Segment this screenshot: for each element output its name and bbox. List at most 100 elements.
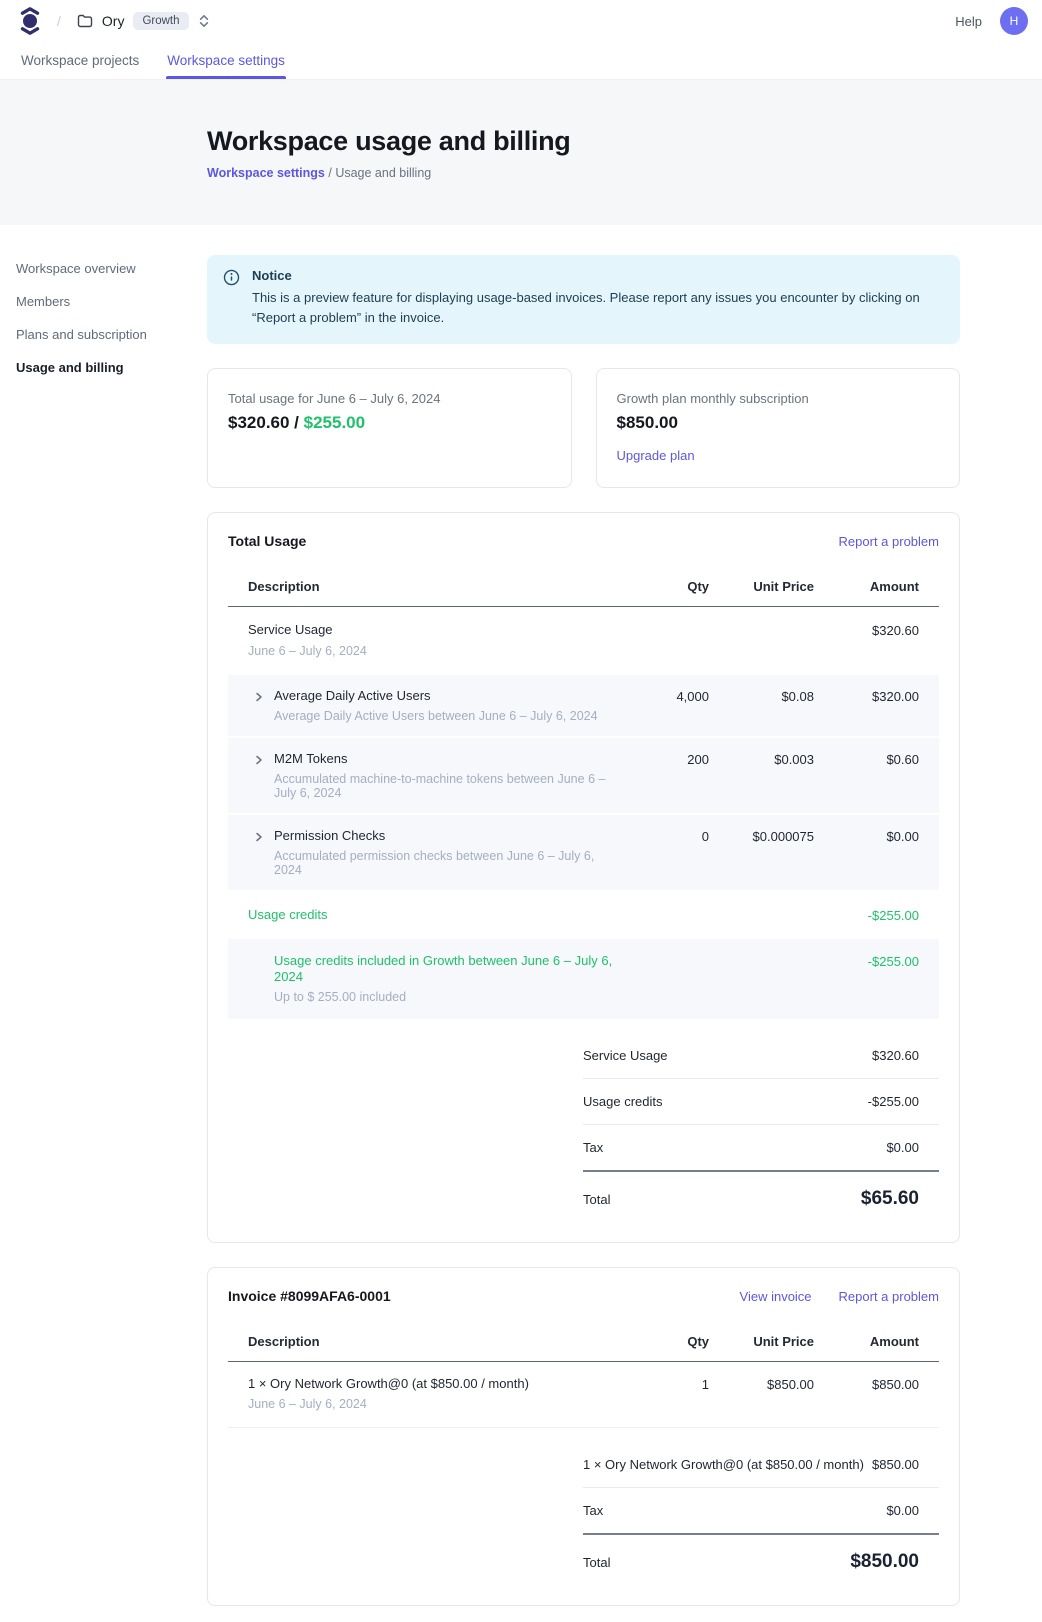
workspace-name: Ory xyxy=(101,13,125,29)
row-title: Service Usage xyxy=(248,622,333,638)
summary-row: Service Usage $320.60 xyxy=(583,1033,939,1080)
invoice-summary: 1 × Ory Network Growth@0 (at $850.00 / m… xyxy=(583,1442,939,1579)
row-title: Usage credits included in Growth between… xyxy=(274,952,613,984)
summary-row: Tax $0.00 xyxy=(583,1125,939,1173)
summary-value: $320.60 xyxy=(872,1048,919,1064)
tab-workspace-projects[interactable]: Workspace projects xyxy=(21,53,140,68)
row-unit-price: $850.00 xyxy=(767,1377,814,1393)
report-problem-link[interactable]: Report a problem xyxy=(838,533,939,549)
page-header: Workspace usage and billing Workspace se… xyxy=(0,80,1042,225)
summary-value: $850.00 xyxy=(872,1457,919,1473)
plan-badge: Growth xyxy=(133,12,189,30)
row-unit-price: $0.000075 xyxy=(752,829,814,845)
row-amount: -$255.00 xyxy=(867,953,919,969)
row-qty: 200 xyxy=(687,751,709,767)
row-qty: 0 xyxy=(701,829,709,845)
row-title: 1 × Ory Network Growth@0 (at $850.00 / m… xyxy=(248,1376,529,1392)
breadcrumb-link-workspace-settings[interactable]: Workspace settings xyxy=(207,166,325,180)
summary-total-value: $850.00 xyxy=(850,1551,919,1573)
plan-label: Growth plan monthly subscription xyxy=(616,391,809,407)
plan-card: Growth plan monthly subscription $850.00… xyxy=(595,368,960,489)
row-amount: $0.60 xyxy=(886,751,919,767)
help-link[interactable]: Help xyxy=(955,13,982,29)
row-qty xyxy=(614,622,709,623)
col-qty: Qty xyxy=(687,1334,709,1350)
summary-value: $0.00 xyxy=(886,1140,919,1156)
chevron-right-icon[interactable] xyxy=(254,754,264,800)
row-subtitle: Average Daily Active Users between June … xyxy=(274,708,598,723)
info-icon xyxy=(223,269,240,328)
breadcrumb-separator: / xyxy=(57,13,61,29)
row-qty xyxy=(614,953,709,954)
sidebar-item-members[interactable]: Members xyxy=(16,294,71,309)
table-row: Average Daily Active Users Average Daily… xyxy=(228,674,939,738)
row-unit-price: $0.08 xyxy=(781,688,814,704)
row-amount: $320.00 xyxy=(872,688,919,704)
avatar[interactable]: H xyxy=(1000,7,1028,35)
row-subtitle: Accumulated machine-to-machine tokens be… xyxy=(274,772,606,801)
col-qty: Qty xyxy=(687,579,709,595)
view-invoice-link[interactable]: View invoice xyxy=(739,1288,812,1304)
sidebar-item-usage-and-billing[interactable]: Usage and billing xyxy=(16,360,124,375)
summary-cards: Total usage for June 6 – July 6, 2024 $3… xyxy=(207,368,960,489)
row-amount: $0.00 xyxy=(886,829,919,845)
total-usage-panel: Total Usage Report a problem Description… xyxy=(207,512,960,1244)
row-unit-price xyxy=(709,953,814,954)
row-qty xyxy=(614,907,709,908)
main-panel: Notice This is a preview feature for dis… xyxy=(207,255,960,1622)
summary-total-value: $65.60 xyxy=(860,1188,919,1210)
chevron-right-icon[interactable] xyxy=(254,691,264,723)
workspace-switcher-icon xyxy=(198,13,210,29)
summary-label: 1 × Ory Network Growth@0 (at $850.00 / m… xyxy=(583,1457,864,1473)
content: Workspace overview Members Plans and sub… xyxy=(0,225,1042,1622)
col-amount: Amount xyxy=(869,579,919,595)
total-usage-panel-head: Total Usage Report a problem xyxy=(228,533,939,549)
table-row: Permission Checks Accumulated permission… xyxy=(228,815,939,893)
breadcrumb: Workspace settings / Usage and billing xyxy=(207,166,1042,180)
folder-icon xyxy=(77,14,93,28)
tab-workspace-settings[interactable]: Workspace settings xyxy=(166,42,286,79)
table-row: Usage credits -$255.00 xyxy=(228,892,939,938)
row-amount: -$255.00 xyxy=(867,908,919,924)
row-unit-price xyxy=(709,622,814,623)
summary-value: -$255.00 xyxy=(867,1094,919,1110)
invoice-panel: Invoice #8099AFA6-0001 View invoice Repo… xyxy=(207,1267,960,1607)
row-subtitle: June 6 – July 6, 2024 xyxy=(248,1397,367,1412)
sidebar-item-workspace-overview[interactable]: Workspace overview xyxy=(16,261,136,276)
summary-row: 1 × Ory Network Growth@0 (at $850.00 / m… xyxy=(583,1442,939,1489)
table-row: 1 × Ory Network Growth@0 (at $850.00 / m… xyxy=(228,1362,939,1429)
usage-table-header: Description Qty Unit Price Amount xyxy=(228,571,939,608)
col-description: Description xyxy=(248,579,320,595)
col-unit-price: Unit Price xyxy=(753,579,814,595)
page-title: Workspace usage and billing xyxy=(207,126,571,156)
total-usage-card: Total usage for June 6 – July 6, 2024 $3… xyxy=(207,368,572,489)
invoice-panel-head: Invoice #8099AFA6-0001 View invoice Repo… xyxy=(228,1288,939,1304)
row-title: Permission Checks xyxy=(274,828,386,844)
invoice-table: Description Qty Unit Price Amount 1 × Or… xyxy=(228,1326,939,1579)
row-subtitle: June 6 – July 6, 2024 xyxy=(248,643,367,658)
row-title: M2M Tokens xyxy=(274,750,348,766)
row-qty: 1 xyxy=(701,1377,709,1393)
row-amount: $850.00 xyxy=(872,1377,919,1393)
chevron-right-icon[interactable] xyxy=(254,831,264,877)
usage-current: $320.60 xyxy=(228,413,290,433)
table-row: M2M Tokens Accumulated machine-to-machin… xyxy=(228,737,939,816)
workspace-tabs: Workspace projects Workspace settings xyxy=(0,42,1042,80)
report-problem-link[interactable]: Report a problem xyxy=(838,1288,939,1304)
sidebar-item-plans-and-subscription[interactable]: Plans and subscription xyxy=(16,327,147,342)
plan-price: $850.00 xyxy=(616,413,678,433)
notice-title: Notice xyxy=(252,268,292,283)
ory-logo-icon[interactable] xyxy=(18,7,42,35)
total-usage-title: Total Usage xyxy=(228,533,307,550)
col-description: Description xyxy=(248,1334,320,1350)
upgrade-plan-link[interactable]: Upgrade plan xyxy=(616,448,695,464)
notice-content: Notice This is a preview feature for dis… xyxy=(252,268,944,328)
breadcrumb-separator: / xyxy=(328,166,332,180)
col-amount: Amount xyxy=(869,1334,919,1350)
settings-sidebar: Workspace overview Members Plans and sub… xyxy=(0,255,207,1622)
row-subtitle: Up to $ 255.00 included xyxy=(274,990,407,1005)
notice-banner: Notice This is a preview feature for dis… xyxy=(207,255,960,345)
summary-label: Tax xyxy=(583,1503,604,1519)
workspace-switcher[interactable]: Ory Growth xyxy=(77,12,210,30)
row-title: Usage credits xyxy=(248,907,328,923)
